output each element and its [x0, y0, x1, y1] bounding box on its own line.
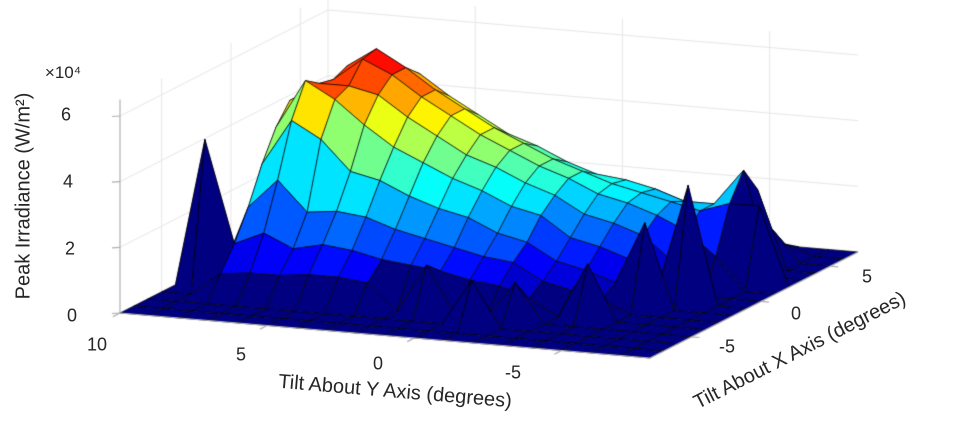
z-axis-tick-label: 0	[66, 305, 78, 326]
y-axis-tick-label: 5	[861, 266, 873, 287]
x-axis-tick-label: 5	[235, 344, 247, 365]
x-axis-tick-label: 0	[372, 353, 384, 374]
z-axis-tick-label: 2	[64, 238, 76, 259]
x-axis-tick-label: 10	[86, 334, 108, 355]
z-axis-label: Peak Irradiance (W/m²)	[12, 92, 35, 300]
z-axis-tick-label: 6	[60, 104, 72, 125]
x-axis-tick-label: -5	[504, 362, 522, 383]
y-axis-tick-label: 0	[790, 303, 802, 324]
z-axis-tick-label: 4	[62, 171, 74, 192]
z-axis-multiplier: ×10⁴	[44, 63, 82, 82]
y-axis-tick-label: -5	[718, 336, 736, 357]
